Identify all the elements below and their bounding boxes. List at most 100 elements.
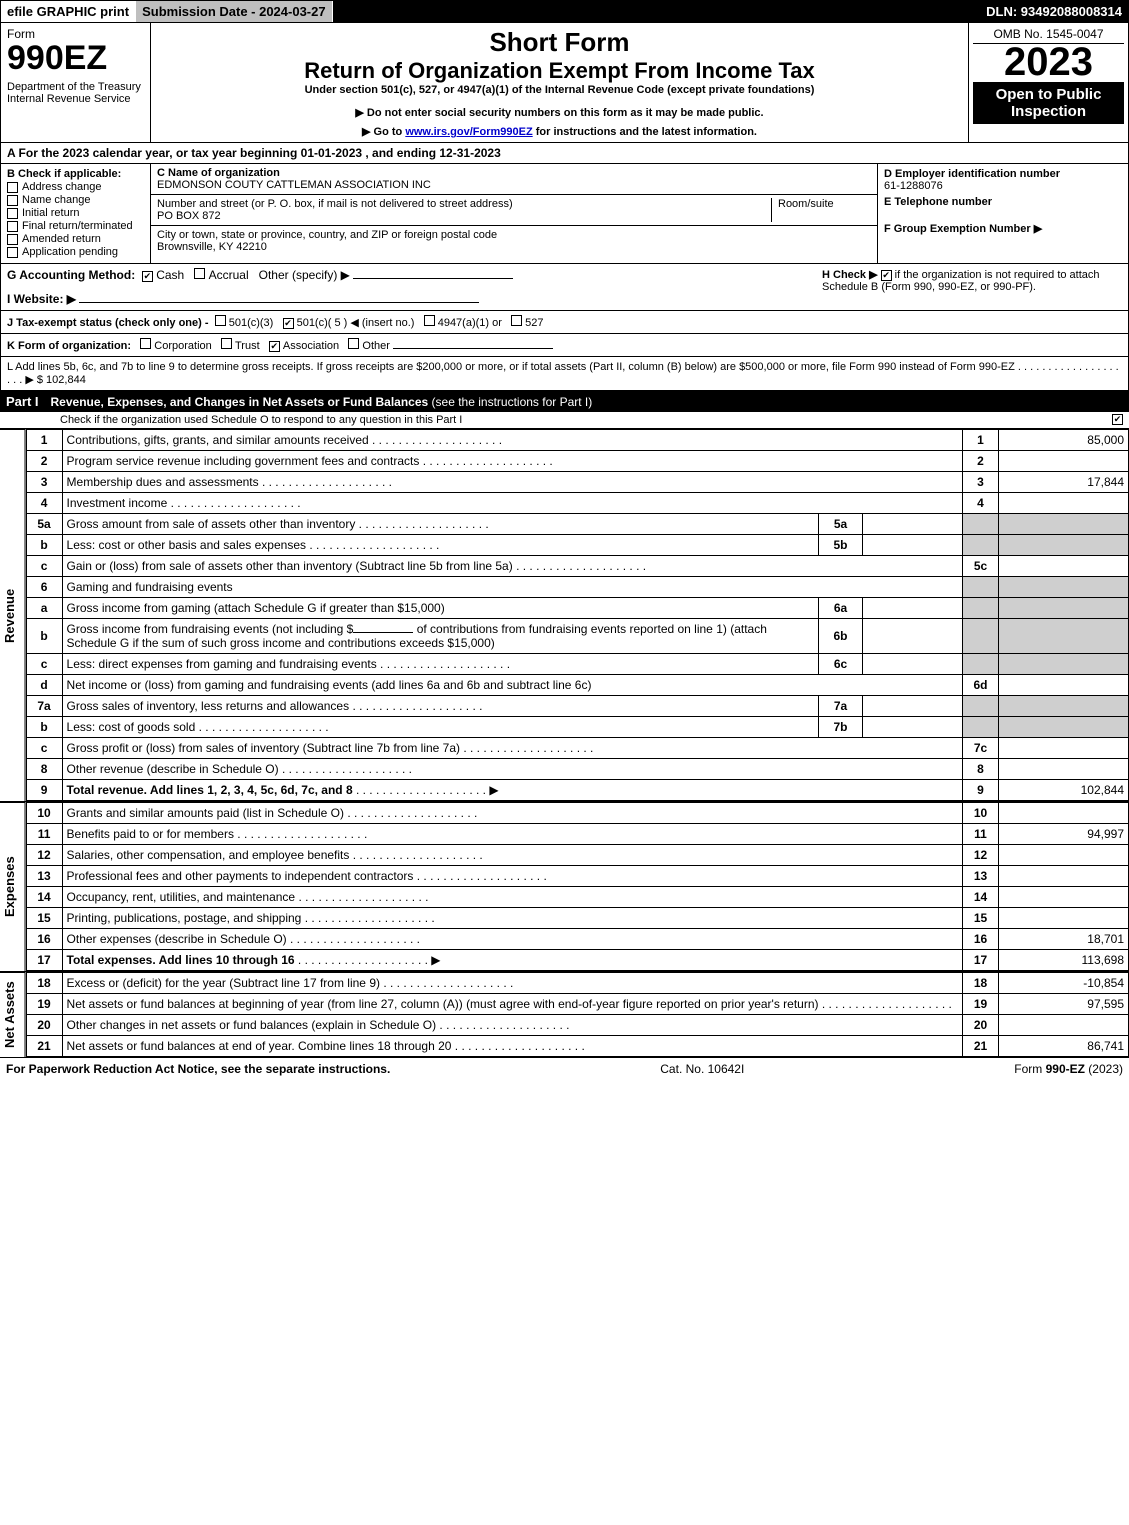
- row-l: L Add lines 5b, 6c, and 7b to line 9 to …: [0, 357, 1129, 391]
- line-15: 15Printing, publications, postage, and s…: [26, 908, 1128, 929]
- part1-header: Part I Revenue, Expenses, and Changes in…: [0, 391, 1129, 412]
- val-11: 94,997: [999, 824, 1129, 845]
- line-20: 20Other changes in net assets or fund ba…: [26, 1015, 1128, 1036]
- part1-check-line: Check if the organization used Schedule …: [0, 412, 1129, 428]
- row-i: I Website: ▶: [7, 292, 802, 306]
- checkbox-initial-return[interactable]: [7, 208, 18, 219]
- netassets-section: Net Assets 18Excess or (deficit) for the…: [0, 971, 1129, 1057]
- checkbox-corporation[interactable]: [140, 338, 151, 349]
- checkbox-final-return[interactable]: [7, 221, 18, 232]
- checkbox-accrual[interactable]: [194, 268, 205, 279]
- checkbox-h[interactable]: [881, 270, 892, 281]
- checkbox-application-pending[interactable]: [7, 247, 18, 258]
- 6b-amount-input[interactable]: [353, 632, 413, 633]
- other-specify-input[interactable]: [353, 278, 513, 279]
- checkbox-501c3[interactable]: [215, 315, 226, 326]
- opt-cash: Cash: [156, 268, 184, 282]
- c-city-label: City or town, state or province, country…: [157, 229, 871, 241]
- revenue-section: Revenue 1Contributions, gifts, grants, a…: [0, 428, 1129, 801]
- efile-print[interactable]: efile GRAPHIC print: [1, 1, 136, 22]
- val-18: -10,854: [999, 973, 1129, 994]
- l-arrow: ▶ $: [25, 374, 43, 386]
- j-label: J Tax-exempt status (check only one) -: [7, 317, 209, 329]
- short-form-title: Short Form: [157, 27, 962, 58]
- line-11: 11Benefits paid to or for members1194,99…: [26, 824, 1128, 845]
- website-input[interactable]: [79, 302, 479, 303]
- c-name-label: C Name of organization: [157, 167, 871, 179]
- footer-left: For Paperwork Reduction Act Notice, see …: [6, 1062, 390, 1076]
- l-text: L Add lines 5b, 6c, and 7b to line 9 to …: [7, 361, 1015, 373]
- expenses-section: Expenses 10Grants and similar amounts pa…: [0, 801, 1129, 971]
- i-website-label: I Website: ▶: [7, 292, 76, 306]
- line-5c: cGain or (loss) from sale of assets othe…: [26, 556, 1128, 577]
- val-4: [999, 493, 1129, 514]
- checkbox-501c[interactable]: [283, 318, 294, 329]
- val-2: [999, 451, 1129, 472]
- checkbox-other-org[interactable]: [348, 338, 359, 349]
- checkbox-association[interactable]: [269, 341, 280, 352]
- line-17: 17Total expenses. Add lines 10 through 1…: [26, 950, 1128, 971]
- opt-initial-return: Initial return: [22, 207, 79, 219]
- other-org-input[interactable]: [393, 348, 553, 349]
- line-16: 16Other expenses (describe in Schedule O…: [26, 929, 1128, 950]
- line-18: 18Excess or (deficit) for the year (Subt…: [26, 973, 1128, 994]
- row-k: K Form of organization: Corporation Trus…: [0, 334, 1129, 357]
- org-city: Brownsville, KY 42210: [157, 241, 871, 253]
- line-21: 21Net assets or fund balances at end of …: [26, 1036, 1128, 1057]
- checkbox-amended-return[interactable]: [7, 234, 18, 245]
- col-b-title: B Check if applicable:: [7, 168, 144, 180]
- checkbox-4947[interactable]: [424, 315, 435, 326]
- line-6c: cLess: direct expenses from gaming and f…: [26, 654, 1128, 675]
- val-15: [999, 908, 1129, 929]
- row-gh: G Accounting Method: Cash Accrual Other …: [0, 264, 1129, 311]
- line-6: 6Gaming and fundraising events: [26, 577, 1128, 598]
- line-6a: aGross income from gaming (attach Schedu…: [26, 598, 1128, 619]
- opt-amended-return: Amended return: [22, 233, 101, 245]
- opt-501c3: 501(c)(3): [229, 317, 274, 329]
- opt-other-org: Other: [362, 340, 390, 352]
- row-g: G Accounting Method: Cash Accrual Other …: [7, 268, 802, 282]
- val-14: [999, 887, 1129, 908]
- part1-title: Revenue, Expenses, and Changes in Net As…: [51, 395, 429, 409]
- row-h: H Check ▶ if the organization is not req…: [822, 268, 1122, 293]
- org-name: EDMONSON COUTY CATTLEMAN ASSOCIATION INC: [157, 179, 871, 191]
- val-12: [999, 845, 1129, 866]
- footer-center: Cat. No. 10642I: [660, 1062, 744, 1076]
- line-14: 14Occupancy, rent, utilities, and mainte…: [26, 887, 1128, 908]
- opt-527: 527: [525, 317, 543, 329]
- line-13: 13Professional fees and other payments t…: [26, 866, 1128, 887]
- part1-check-text: Check if the organization used Schedule …: [60, 414, 462, 426]
- val-21: 86,741: [999, 1036, 1129, 1057]
- val-19: 97,595: [999, 994, 1129, 1015]
- checkbox-trust[interactable]: [221, 338, 232, 349]
- checkbox-address-change[interactable]: [7, 182, 18, 193]
- line-7a: 7aGross sales of inventory, less returns…: [26, 696, 1128, 717]
- irs-link[interactable]: www.irs.gov/Form990EZ: [405, 126, 532, 138]
- g-label: G Accounting Method:: [7, 268, 135, 282]
- footer-right: Form 990-EZ (2023): [1014, 1062, 1123, 1076]
- under-section: Under section 501(c), 527, or 4947(a)(1)…: [157, 84, 962, 96]
- checkbox-name-change[interactable]: [7, 195, 18, 206]
- line-8: 8Other revenue (describe in Schedule O)8: [26, 759, 1128, 780]
- expenses-table: 10Grants and similar amounts paid (list …: [26, 802, 1129, 971]
- instr-ssn: ▶ Do not enter social security numbers o…: [157, 106, 962, 119]
- checkbox-cash[interactable]: [142, 271, 153, 282]
- page-footer: For Paperwork Reduction Act Notice, see …: [0, 1057, 1129, 1080]
- opt-accrual: Accrual: [209, 268, 249, 282]
- org-street: PO BOX 872: [157, 210, 771, 222]
- opt-other-specify: Other (specify) ▶: [259, 268, 350, 282]
- top-bar: efile GRAPHIC print Submission Date - 20…: [0, 0, 1129, 23]
- row-a-tax-year: A For the 2023 calendar year, or tax yea…: [0, 143, 1129, 164]
- checkbox-527[interactable]: [511, 315, 522, 326]
- opt-trust: Trust: [235, 340, 260, 352]
- l-gross-receipts: 102,844: [46, 374, 86, 386]
- instr-goto: ▶ Go to www.irs.gov/Form990EZ for instru…: [157, 125, 962, 138]
- d-ein-label: D Employer identification number: [884, 168, 1122, 180]
- line-12: 12Salaries, other compensation, and empl…: [26, 845, 1128, 866]
- open-to-public: Open to Public Inspection: [973, 82, 1124, 124]
- form-number: 990EZ: [7, 41, 144, 75]
- netassets-table: 18Excess or (deficit) for the year (Subt…: [26, 972, 1129, 1057]
- checkbox-part1-schedule-o[interactable]: [1112, 414, 1123, 425]
- line-7b: bLess: cost of goods sold7b: [26, 717, 1128, 738]
- c-street-label: Number and street (or P. O. box, if mail…: [157, 198, 771, 210]
